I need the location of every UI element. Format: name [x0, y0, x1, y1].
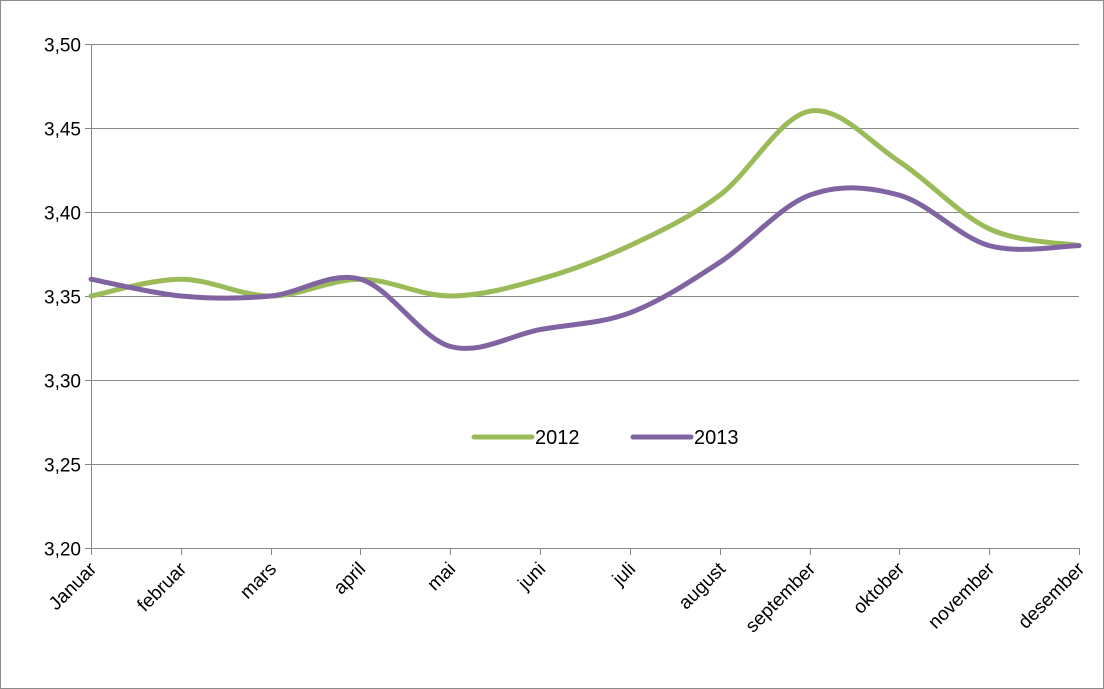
x-tick-label: august — [675, 558, 731, 614]
x-tick-label: mai — [424, 559, 461, 596]
x-tick-label: desember — [1014, 558, 1089, 633]
x-tick-label: september — [742, 558, 821, 637]
x-tick-label: mars — [236, 559, 281, 604]
series-line-2012 — [88, 108, 1082, 299]
x-tick-label: april — [330, 559, 370, 599]
x-tick-label: februar — [134, 558, 192, 616]
y-tick-label: 3,25 — [44, 456, 81, 477]
y-tick-label: 3,30 — [44, 372, 81, 393]
legend-label-2012: 2012 — [535, 427, 580, 449]
legend-label-2013: 2013 — [694, 427, 739, 449]
x-tick-label: november — [924, 558, 999, 633]
x-tick-label: oktober — [849, 558, 909, 618]
x-tick-label: juli — [608, 559, 640, 591]
legend: 2012 2013 — [471, 427, 739, 449]
y-tick-label: 3,20 — [44, 540, 81, 561]
series-line-2013 — [88, 185, 1082, 351]
axes: 3,20 3,25 3,30 3,35 3,40 3,45 3,50 Januar februa… — [44, 36, 1089, 638]
series-lines — [88, 108, 1082, 351]
x-tick-label: Januar — [45, 558, 101, 614]
gridlines — [91, 44, 1079, 465]
x-tick-label: juni — [514, 559, 550, 595]
y-tick-label: 3,50 — [44, 36, 81, 57]
y-tick-label: 3,35 — [44, 288, 81, 309]
y-tick-label: 3,45 — [44, 120, 81, 141]
y-tick-label: 3,40 — [44, 204, 81, 225]
